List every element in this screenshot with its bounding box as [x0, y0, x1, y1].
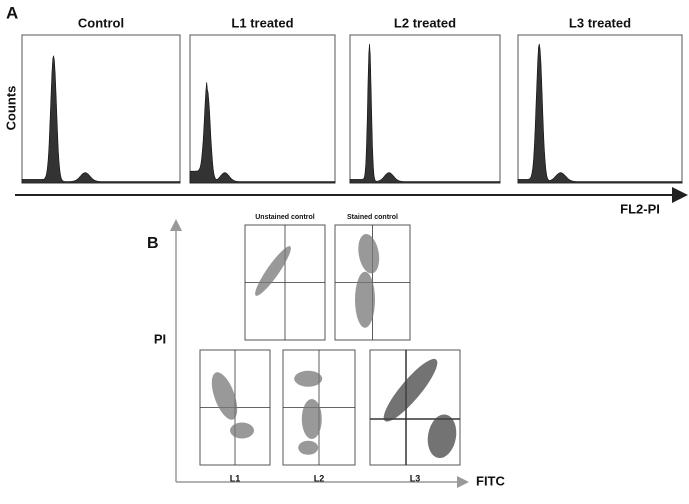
dot-cloud [294, 370, 323, 387]
dot-cloud [211, 372, 238, 420]
dot-cloud [298, 440, 319, 455]
y-axis-label: Counts [3, 86, 18, 131]
histogram-trace [517, 43, 683, 184]
dot-cloud [301, 399, 322, 439]
dot-cloud [230, 422, 254, 439]
histogram-title: Control [78, 15, 124, 30]
panel-label: B [147, 235, 159, 252]
dot-plot-title: Stained control [347, 214, 398, 221]
dot-cloud [355, 271, 375, 328]
histogram-title: L3 treated [569, 15, 631, 30]
panel-label: A [6, 3, 18, 22]
dot-cloud [358, 233, 380, 274]
dot-cloud [427, 414, 457, 459]
histogram-title: L1 treated [231, 15, 293, 30]
histogram-trace [349, 43, 501, 184]
y-axis-label: PI [154, 331, 166, 346]
histogram-trace [21, 55, 181, 184]
dot-cloud [383, 358, 438, 422]
dot-plot-caption: L2 [314, 473, 325, 483]
dot-cloud [255, 246, 291, 296]
histogram-frame [21, 34, 181, 184]
histogram-trace [189, 82, 336, 184]
dot-plot-title: Unstained control [255, 214, 315, 221]
dot-plot-caption: L3 [410, 473, 421, 483]
histogram-title: L2 treated [394, 15, 456, 30]
x-axis-label: FL2-PI [620, 201, 660, 216]
x-axis-label: FITC [476, 473, 505, 488]
dot-plot-caption: L1 [230, 473, 241, 483]
